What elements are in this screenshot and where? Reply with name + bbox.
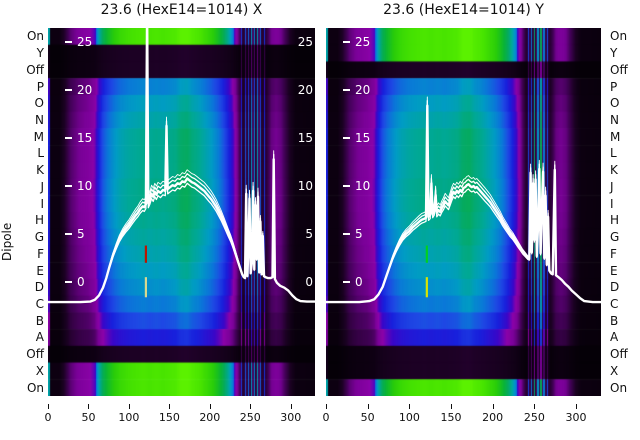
xtick-label-x-200: 200 [199,411,221,424]
xtick-mark-x-50 [88,404,90,409]
dipole-label-right-13: F [610,246,617,261]
dipole-label-left-16: C [35,297,44,311]
dipole-label-left-2: Off [26,62,44,77]
dipole-label-right-9: J [610,179,614,194]
xtick-label-y-100: 100 [398,411,420,424]
dipole-label-left-6: M [33,129,44,144]
xtick-mark-x-100 [128,404,130,409]
dipole-label-right-7: L [610,146,617,161]
signal-trace-y-2 [326,109,601,303]
dipole-label-left-14: E [36,263,44,278]
dipole-label-left-7: L [37,146,44,161]
xtick-label-x-150: 150 [158,411,180,424]
xtick-mark-y-0 [326,404,327,409]
dipole-label-left-18: A [35,330,44,345]
dipole-label-right-15: D [610,280,620,295]
dipole-label-left-9: J [40,179,44,194]
xtick-mark-y-250 [534,404,536,409]
dipole-label-left-8: K [36,163,44,178]
xtick-label-y-300: 300 [565,411,587,424]
dipole-label-right-12: G [610,230,620,245]
dipole-label-left-13: F [37,246,44,261]
dipole-label-right-10: I [610,196,614,211]
signal-trace-y-3 [326,96,601,303]
signal-trace-y-1 [326,100,601,303]
xtick-mark-x-300 [290,404,292,409]
dipole-label-right-21: On [610,380,628,395]
dipole-label-left-4: O [34,96,44,111]
dipole-label-right-17: B [610,313,619,328]
xtick-mark-x-200 [209,404,211,409]
xtick-mark-y-50 [367,404,369,409]
xtick-mark-x-150 [169,404,171,409]
dipole-label-right-19: Off [610,347,628,362]
panel-x-title: 23.6 (HexE14=1014) X [100,2,263,18]
dipole-label-left-19: Off [26,347,44,362]
xtick-label-x-250: 250 [239,411,261,424]
dipole-label-right-16: C [610,297,619,311]
dipole-label-right-2: Off [610,62,628,77]
dipole-label-left-17: B [35,313,44,328]
heatmap-panel-x [48,28,315,396]
xtick-label-x-0: 0 [44,411,52,424]
xtick-label-x-50: 50 [81,411,96,424]
xtick-label-y-150: 150 [440,411,462,424]
dipole-label-right-6: M [610,129,621,144]
dipole-label-right-18: A [610,330,619,345]
xtick-mark-y-100 [409,404,411,409]
dipole-label-left-10: I [40,196,44,211]
xtick-label-x-300: 300 [280,411,302,424]
signal-trace-y-0 [326,104,601,304]
dipole-label-left-12: G [34,230,44,245]
dipole-label-left-0: On [26,29,44,44]
dipole-label-right-14: E [610,263,618,278]
dipole-label-right-8: K [610,163,618,178]
xtick-mark-y-200 [492,404,494,409]
xtick-label-y-200: 200 [482,411,504,424]
xtick-label-y-250: 250 [523,411,545,424]
xtick-label-x-100: 100 [118,411,140,424]
dipole-label-left-5: N [35,113,44,127]
dipole-label-left-20: X [35,363,44,378]
xtick-label-y-0: 0 [322,411,330,424]
xtick-mark-y-300 [576,404,577,409]
dipole-label-right-20: X [610,363,619,378]
dipole-label-right-5: N [610,113,619,127]
panel-y-title: 23.6 (HexE14=1014) Y [383,2,544,18]
dipole-label-left-11: H [34,213,44,228]
dipole-label-left-15: D [34,280,44,295]
xtick-mark-y-150 [451,404,452,409]
dipole-label-right-3: P [610,79,618,94]
xtick-label-y-50: 50 [360,411,375,424]
curve-overlay-x [48,28,315,304]
dipole-label-left-1: Y [36,46,44,61]
xtick-mark-x-250 [250,404,252,409]
curve-overlay-y [326,96,601,304]
dipole-label-left-21: On [26,380,44,395]
signal-trace-x-3 [48,28,315,303]
dipole-label-left-3: P [36,79,44,94]
dipole-label-right-1: Y [610,46,618,61]
dipole-label-right-0: On [610,29,628,44]
dipole-label-right-4: O [610,96,620,111]
dipole-label-right-11: H [610,213,620,228]
xtick-mark-x-0 [48,404,49,409]
